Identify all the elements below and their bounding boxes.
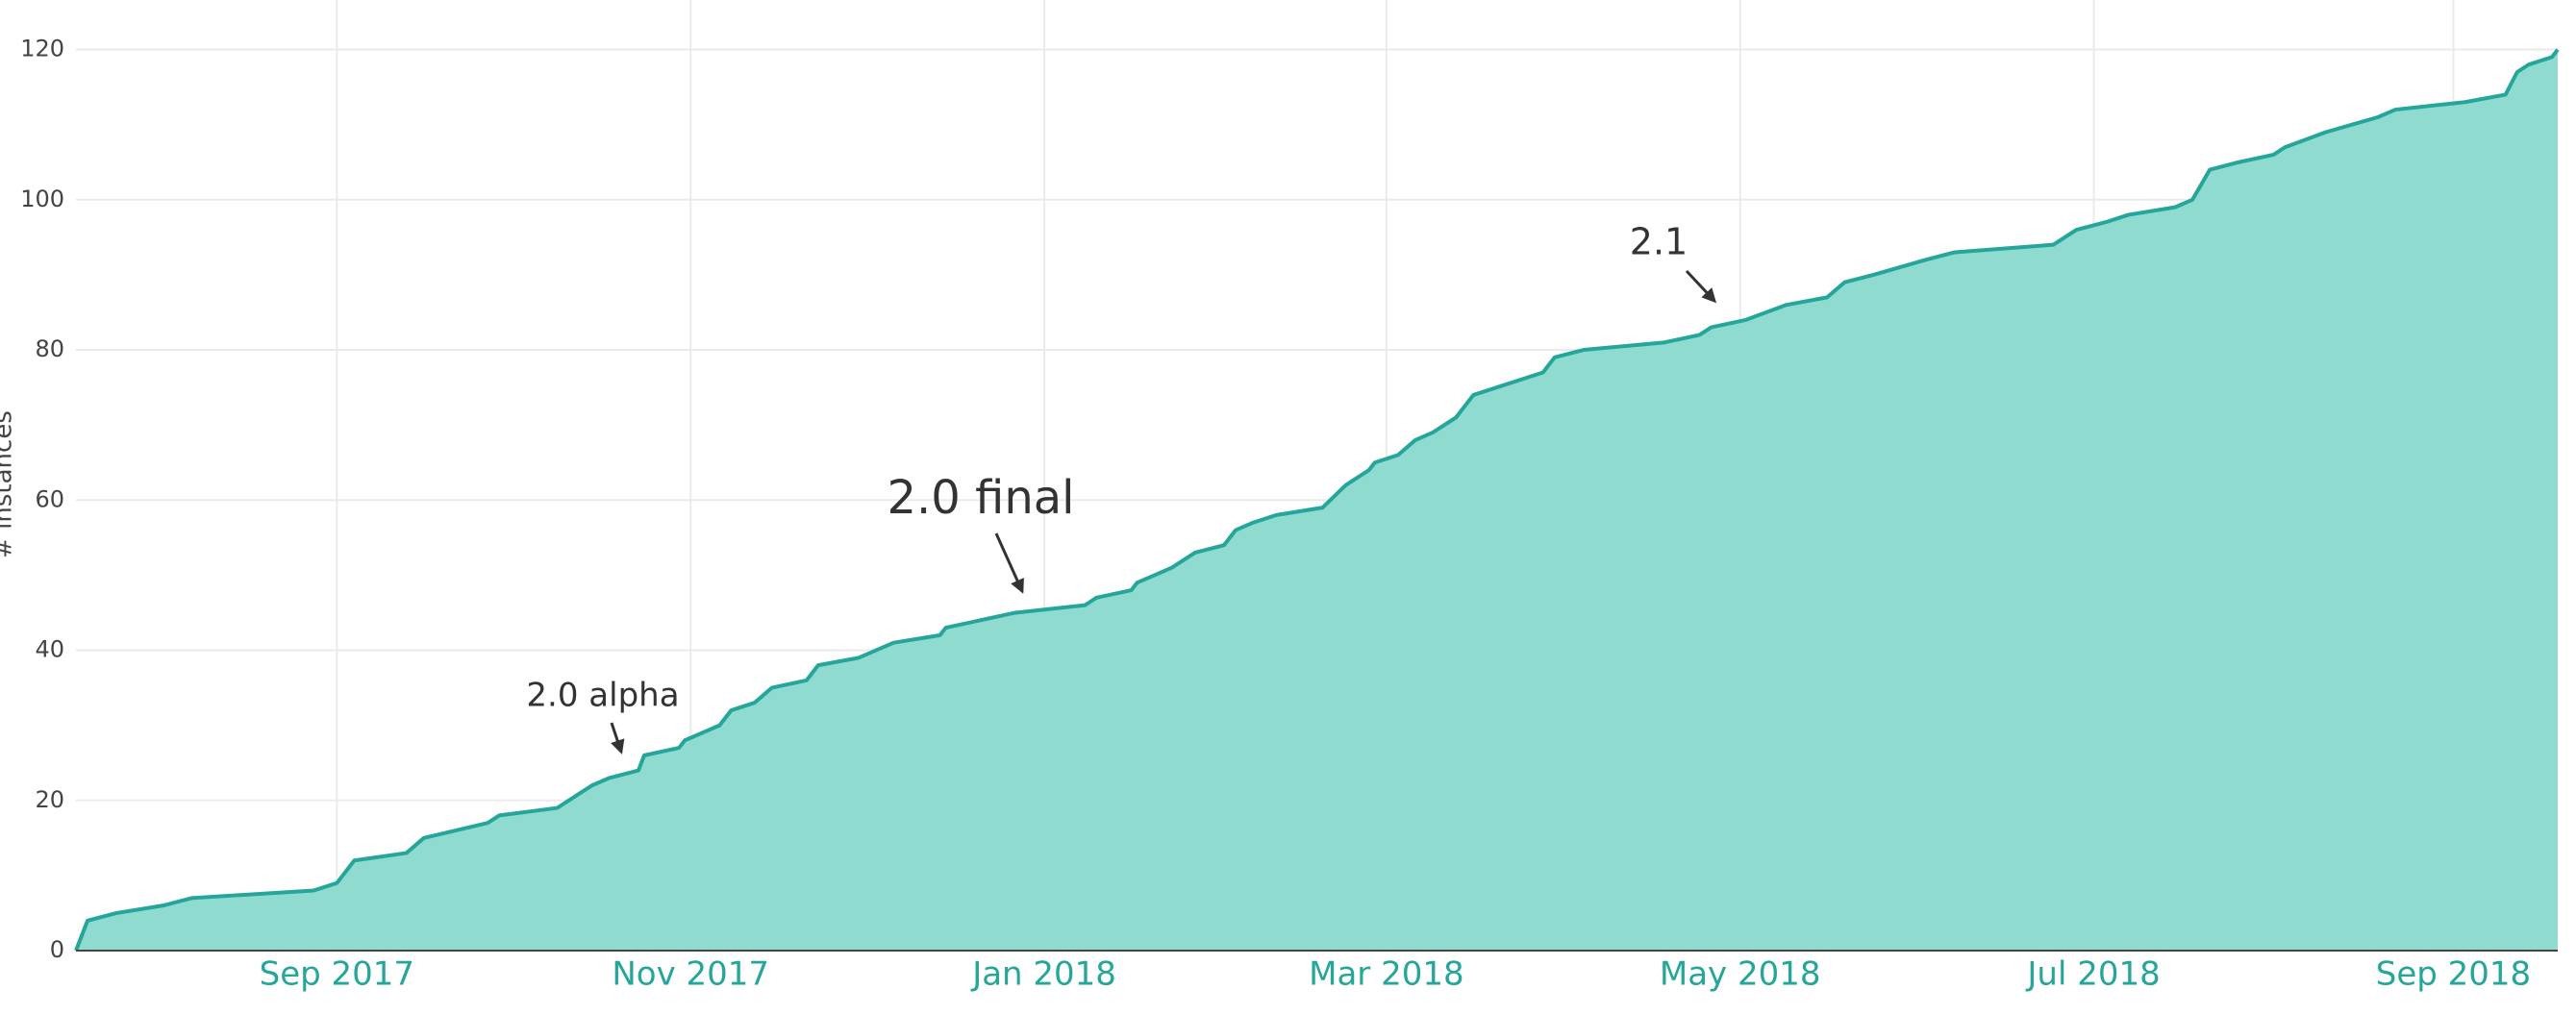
y-tick-label: 80 bbox=[35, 335, 64, 362]
x-tick-label: Jan 2018 bbox=[970, 955, 1116, 994]
y-tick-label: 120 bbox=[20, 36, 64, 62]
x-tick-label: Sep 2018 bbox=[2376, 955, 2531, 994]
y-tick-label: 20 bbox=[35, 786, 64, 813]
area-line bbox=[74, 48, 2560, 952]
x-tick-label: Jul 2018 bbox=[2025, 955, 2160, 994]
annotation-text: 2.1 bbox=[1630, 221, 1688, 263]
annotation-arrow bbox=[610, 722, 625, 755]
x-tick-label: Sep 2017 bbox=[260, 955, 414, 994]
annotation-text: 2.0 final bbox=[888, 471, 1075, 525]
annotation-arrow bbox=[1685, 269, 1717, 304]
x-tick-label: Nov 2017 bbox=[612, 955, 769, 994]
y-axis-label: # instances bbox=[0, 410, 18, 558]
annotation-text: 2.0 alpha bbox=[526, 677, 679, 715]
y-tick-label: 0 bbox=[50, 936, 64, 963]
x-tick-label: May 2018 bbox=[1660, 955, 1821, 994]
y-tick-label: 100 bbox=[20, 186, 64, 212]
y-tick-label: 40 bbox=[35, 636, 64, 663]
annotation-arrow bbox=[994, 532, 1024, 594]
y-tick-label: 60 bbox=[35, 485, 64, 512]
x-tick-label: Mar 2018 bbox=[1309, 955, 1463, 994]
area-fill bbox=[76, 49, 2558, 951]
